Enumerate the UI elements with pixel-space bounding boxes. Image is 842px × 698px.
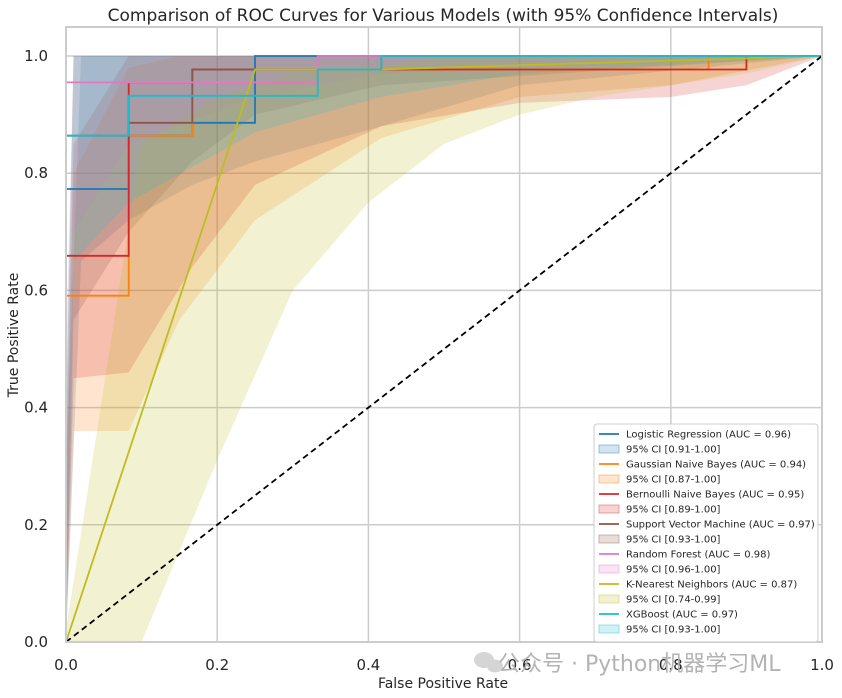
y-tick-label: 0.2 (24, 516, 48, 534)
legend-ci-label-5: 95% CI [0.74-0.99] (626, 595, 721, 606)
legend: Logistic Regression (AUC = 0.96) 95% CI [… (593, 423, 819, 643)
legend-label-0: Logistic Regression (AUC = 0.96) (626, 430, 791, 441)
x-tick-label: 0.8 (659, 656, 683, 674)
legend-patch-3 (598, 534, 620, 544)
x-tick-label: 0.4 (356, 656, 380, 674)
y-tick-label: 1.0 (24, 47, 48, 65)
legend-ci-label-2: 95% CI [0.89-1.00] (626, 505, 721, 516)
legend-ci-label-6: 95% CI [0.93-1.00] (626, 625, 721, 636)
ci-band-4 (66, 56, 822, 642)
legend-patch-2 (598, 504, 620, 514)
y-tick-label: 0.4 (24, 399, 48, 417)
legend-label-4: Random Forest (AUC = 0.98) (626, 550, 770, 561)
legend-box (593, 423, 819, 643)
x-tick-label: 0.0 (54, 656, 78, 674)
legend-patch-0 (598, 444, 620, 454)
x-tick-label: 0.2 (205, 656, 229, 674)
y-tick-label: 0.6 (24, 281, 48, 299)
legend-ci-label-0: 95% CI [0.91-1.00] (626, 445, 721, 456)
x-tick-label: 0.6 (508, 656, 532, 674)
ci-band-6 (66, 56, 822, 642)
y-tick-label: 0.0 (24, 633, 48, 651)
y-tick-label: 0.8 (24, 164, 48, 182)
legend-patch-1 (598, 474, 620, 484)
plot-frame (65, 26, 823, 643)
ci-band-2 (66, 56, 822, 642)
watermark-text: 公众号 · Python机器学习ML (498, 652, 781, 677)
wechat-icon (474, 652, 503, 673)
legend-ci-label-4: 95% CI [0.96-1.00] (626, 565, 721, 576)
confidence-bands (66, 56, 822, 642)
legend-label-3: Support Vector Machine (AUC = 0.97) (626, 520, 815, 531)
x-axis-label: False Positive Rate (378, 676, 508, 692)
legend-label-1: Gaussian Naive Bayes (AUC = 0.94) (626, 460, 806, 471)
ci-band-5 (66, 56, 822, 642)
x-tick-label: 1.0 (810, 656, 834, 674)
legend-patch-6 (598, 624, 620, 634)
grid (65, 27, 823, 643)
legend-patch-5 (598, 594, 620, 604)
roc-curve-6 (65, 55, 822, 642)
y-axis-label: True Positive Rate (6, 273, 22, 399)
ci-band-3 (66, 56, 822, 642)
ci-band-0 (66, 56, 822, 642)
legend-patch-4 (598, 564, 620, 574)
chart-title: Comparison of ROC Curves for Various Mod… (108, 6, 779, 26)
legend-label-6: XGBoost (AUC = 0.97) (626, 610, 738, 621)
ci-band-1 (66, 56, 822, 642)
legend-ci-label-1: 95% CI [0.87-1.00] (626, 475, 721, 486)
tick-labels: 0.0 0.2 0.4 0.6 0.8 1.0 0.0 0.2 0.4 0.6 0.8 1.0 (24, 47, 834, 674)
legend-ci-label-3: 95% CI [0.93-1.00] (626, 535, 721, 546)
legend-label-2: Bernoulli Naive Bayes (AUC = 0.95) (626, 490, 804, 501)
legend-label-5: K-Nearest Neighbors (AUC = 0.87) (626, 580, 797, 591)
